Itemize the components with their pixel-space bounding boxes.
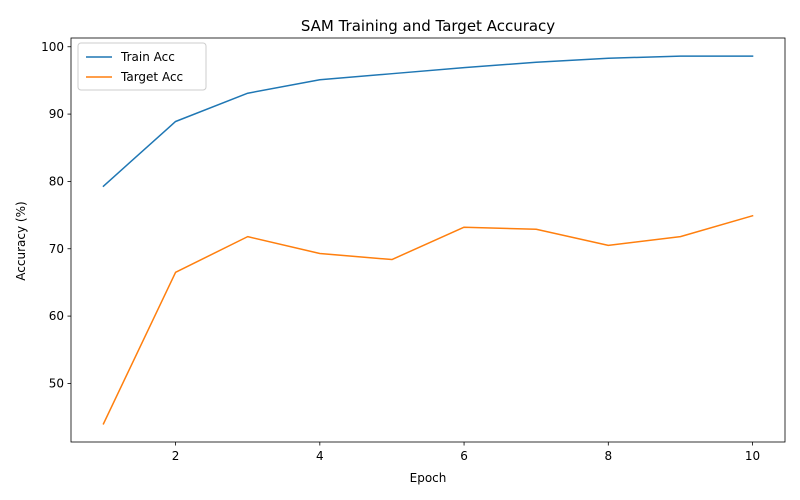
legend-label-1: Target Acc	[120, 70, 183, 84]
y-tick-label-5: 100	[41, 40, 64, 54]
y-tick-label-2: 70	[49, 242, 64, 256]
y-tick-label-1: 60	[49, 309, 64, 323]
x-axis-label: Epoch	[410, 471, 447, 485]
x-tick-label-3: 8	[604, 449, 612, 463]
series-line-0	[102, 55, 754, 188]
x-tick-label-0: 2	[172, 449, 180, 463]
chart-title: SAM Training and Target Accuracy	[301, 17, 555, 35]
y-tick-label-3: 80	[49, 174, 64, 188]
x-tick-label-2: 6	[460, 449, 468, 463]
x-tick-label-1: 4	[316, 449, 324, 463]
plot-area: 2 4 6 8 10 50 60 70 80 90 100	[41, 37, 786, 463]
y-axis-label: Accuracy (%)	[14, 201, 28, 280]
y-tick-label-0: 50	[49, 376, 64, 390]
legend-box	[77, 42, 207, 91]
legend-label-0: Train Acc	[120, 50, 175, 64]
y-tick-label-4: 90	[49, 107, 64, 121]
axes-frame	[70, 37, 786, 443]
legend: Train Acc Target Acc	[77, 42, 207, 91]
x-tick-label-4: 10	[745, 449, 760, 463]
series-line-1	[102, 214, 754, 425]
